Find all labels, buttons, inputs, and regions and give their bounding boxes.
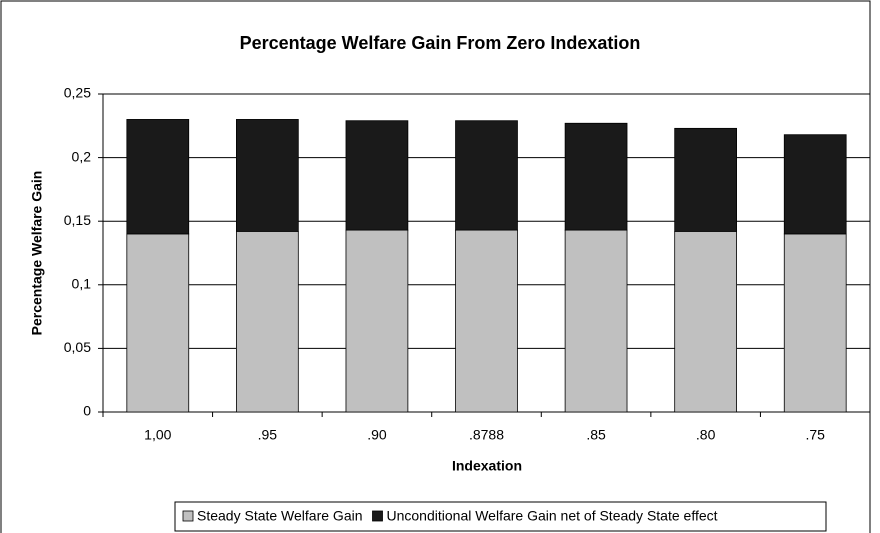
- y-tick-label: 0,05: [64, 339, 91, 355]
- x-tick-label: .90: [367, 427, 387, 443]
- bar-segment: [564, 122, 628, 231]
- legend-label: Unconditional Welfare Gain net of Steady…: [387, 508, 718, 524]
- x-tick-label: .85: [586, 427, 606, 443]
- bar-segment: [564, 229, 628, 413]
- x-tick-label: 1,00: [144, 427, 171, 443]
- chart-title: Percentage Welfare Gain From Zero Indexa…: [240, 33, 641, 53]
- y-axis-label: Percentage Welfare Gain: [29, 171, 45, 336]
- bar-segment: [674, 127, 737, 232]
- x-tick-label: .80: [696, 427, 716, 443]
- bar-segment: [126, 233, 190, 413]
- bar-segment: [345, 120, 409, 231]
- x-tick-label: .95: [258, 427, 278, 443]
- bar-segment: [783, 134, 847, 235]
- bar-segment: [455, 120, 518, 231]
- bar-segment: [455, 229, 518, 413]
- legend-swatch: [372, 510, 383, 522]
- y-tick-label: 0,15: [64, 212, 91, 228]
- y-tick-label: 0: [83, 403, 91, 419]
- x-axis-label: Indexation: [452, 458, 522, 474]
- bar-segment: [345, 229, 409, 413]
- y-tick-label: 0,1: [72, 276, 92, 292]
- bar-segment: [236, 119, 299, 232]
- y-tick-label: 0,25: [64, 85, 91, 101]
- legend-swatch: [182, 510, 194, 522]
- x-tick-label: .8788: [469, 427, 504, 443]
- y-tick-label: 0,2: [72, 148, 92, 164]
- legend-label: Steady State Welfare Gain: [197, 508, 363, 524]
- bar-segment: [674, 230, 737, 413]
- legend-box: [174, 501, 827, 532]
- bar-segment: [126, 119, 190, 235]
- bar-segment: [236, 230, 299, 413]
- x-tick-label: .75: [805, 427, 825, 443]
- bar-segment: [783, 233, 847, 413]
